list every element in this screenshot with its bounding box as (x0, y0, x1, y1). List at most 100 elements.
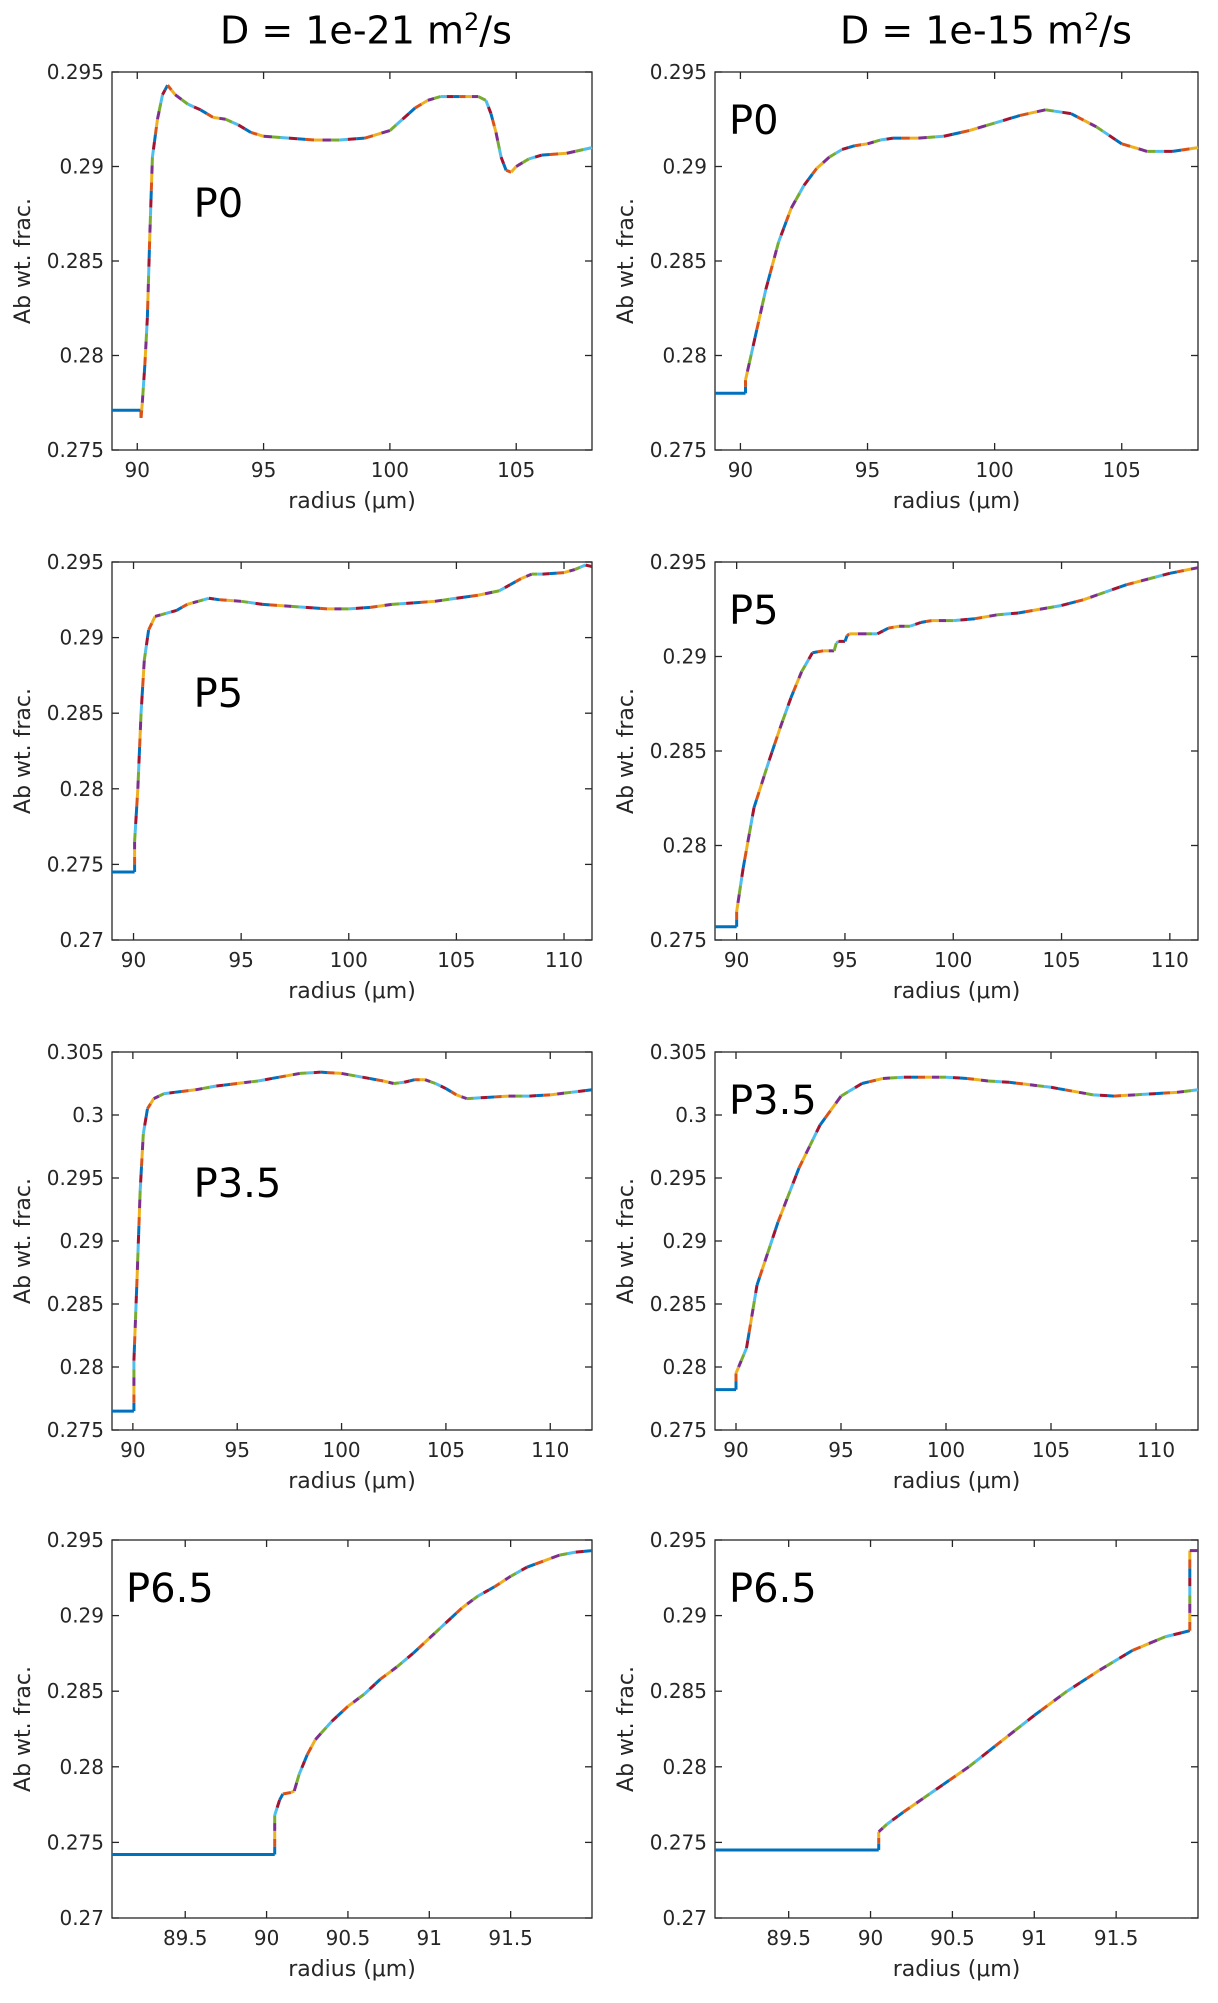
data-segment (1061, 602, 1070, 607)
left-title-tail: /s (479, 8, 512, 53)
x-axis-label: radius (μm) (893, 489, 1021, 514)
data-segment (398, 601, 407, 606)
data-segment (140, 395, 145, 403)
x-tick-label: 90.5 (326, 1926, 371, 1950)
data-segment (269, 603, 278, 607)
data-segment (788, 1182, 795, 1192)
data-segment (372, 131, 382, 138)
data-segment (1190, 566, 1199, 571)
data-segment (846, 632, 851, 637)
x-tick-label: 89.5 (163, 1926, 208, 1950)
data-segment (753, 329, 759, 339)
data-segment (362, 1075, 370, 1080)
data-segment (456, 595, 464, 600)
chart-panel-6: 90 95 100 105 1100.2750.280.2850.290.2950.30… (614, 1040, 1199, 1494)
panel-label: P0 (729, 98, 779, 144)
data-segment (363, 1688, 371, 1696)
x-tick-label: 100 (976, 458, 1014, 482)
data-segment (766, 1245, 772, 1255)
data-segment (834, 1095, 843, 1105)
y-tick-label: 0.285 (650, 249, 707, 273)
data-segment (1079, 1677, 1088, 1684)
data-segment (1129, 144, 1140, 151)
data-segment (804, 1145, 811, 1155)
data-series (112, 84, 593, 418)
data-segment (779, 227, 786, 236)
data-segment (1003, 612, 1012, 616)
data-segment (158, 1092, 165, 1098)
y-tick-label: 0.295 (47, 60, 104, 84)
data-segment (1125, 1649, 1134, 1656)
data-segment (471, 1594, 479, 1602)
data-segment (935, 134, 944, 139)
x-axis-label: radius (μm) (288, 1469, 416, 1494)
data-segment (488, 1585, 496, 1592)
data-segment (175, 606, 183, 612)
data-segment (528, 155, 536, 161)
data-segment (985, 121, 996, 127)
data-segment (492, 125, 498, 133)
data-segment (808, 1138, 815, 1148)
data-segment (166, 84, 173, 91)
data-segment (1085, 1673, 1095, 1680)
data-segment (744, 841, 750, 852)
data-segment (1169, 570, 1178, 575)
data-segment (463, 594, 471, 599)
data-segment (502, 163, 508, 171)
data-segment (135, 797, 139, 807)
data-segment (496, 140, 501, 150)
data-segment (398, 1080, 405, 1085)
data-segment (1095, 125, 1104, 133)
data-segment (515, 1568, 523, 1575)
data-segment (491, 589, 500, 594)
data-segment (794, 677, 801, 686)
data-segment (374, 1678, 382, 1686)
data-segment (439, 1622, 447, 1630)
data-segment (876, 629, 884, 636)
data-segment (142, 652, 147, 661)
data-segment (142, 660, 146, 670)
data-segment (1076, 115, 1085, 122)
data-segment (967, 1760, 977, 1768)
data-segment (385, 1669, 393, 1677)
panel-label: P3.5 (729, 1078, 817, 1124)
y-tick-label: 0.305 (47, 1040, 104, 1064)
data-segment (860, 142, 868, 147)
data-segment (811, 167, 818, 175)
data-segment (757, 783, 763, 793)
data-segment (877, 1826, 884, 1833)
data-segment (811, 1131, 818, 1141)
data-segment (521, 157, 530, 165)
data-series (715, 1075, 1199, 1392)
data-segment (263, 134, 273, 139)
data-segment (341, 1705, 349, 1713)
data-segment (574, 148, 584, 153)
data-segment (525, 572, 533, 578)
data-segment (180, 98, 189, 106)
data-segment (319, 1726, 328, 1735)
data-segment (797, 671, 804, 679)
x-tick-label: 90 (728, 458, 753, 482)
data-segment (893, 624, 900, 629)
data-segment (420, 600, 428, 604)
data-segment (566, 149, 576, 155)
data-segment (996, 612, 1004, 617)
data-segment (1046, 1699, 1055, 1707)
data-segment (542, 1556, 552, 1563)
data-segment (1101, 129, 1110, 137)
data-segment (1172, 148, 1182, 153)
data-segment (262, 602, 270, 607)
data-segment (429, 1080, 436, 1085)
data-segment (881, 1823, 888, 1830)
y-tick-label: 0.28 (662, 344, 707, 368)
data-segment (140, 695, 144, 705)
data-segment (278, 1074, 287, 1079)
data-segment (403, 1079, 410, 1084)
data-segment (777, 234, 783, 243)
data-segment (165, 610, 172, 615)
data-segment (219, 598, 227, 602)
data-segment (237, 1081, 245, 1085)
data-segment (1173, 1631, 1182, 1637)
data-segment (1017, 610, 1026, 615)
data-segment (1078, 1090, 1087, 1096)
